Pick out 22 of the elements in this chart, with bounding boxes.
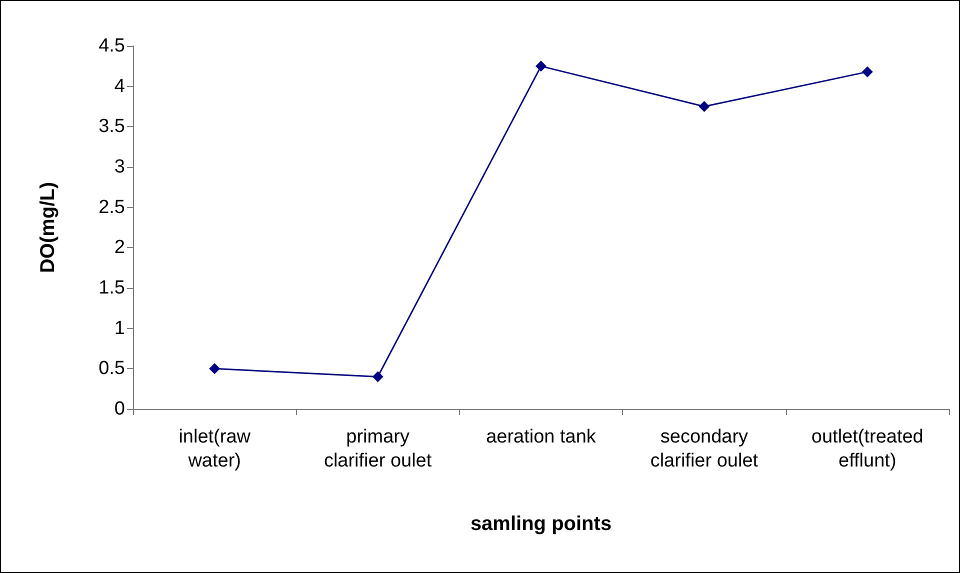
y-tick-label: 4.5	[98, 36, 125, 56]
y-tick-label: 0.5	[98, 358, 125, 380]
x-tick-label: primary clarifier oulet	[324, 426, 432, 472]
y-tick-label: 3.5	[98, 116, 125, 138]
point	[862, 66, 873, 78]
x-tick-label: inlet(raw water)	[178, 426, 251, 472]
x-tick-label: secondary clarifier oulet	[650, 426, 759, 472]
y-tick-label: 3	[114, 156, 125, 178]
y-tick-label: 1	[114, 318, 125, 339]
y-tick-label: 2.5	[98, 196, 125, 218]
point	[698, 101, 710, 112]
y-tick-label: 2	[114, 237, 125, 258]
x-axis-title: samling points	[470, 513, 612, 535]
y-tick-label: 0	[114, 398, 125, 420]
x-tick-label: aeration tank	[486, 426, 596, 448]
point	[372, 371, 384, 382]
y-tick-label: 1.5	[98, 278, 125, 298]
y-tick-label: 4	[114, 76, 126, 97]
y-axis-title: DO(mg/L)	[37, 182, 59, 274]
point	[536, 60, 546, 72]
x-tick-label: outlet(treated efflunt)	[811, 426, 924, 472]
point	[209, 363, 220, 374]
